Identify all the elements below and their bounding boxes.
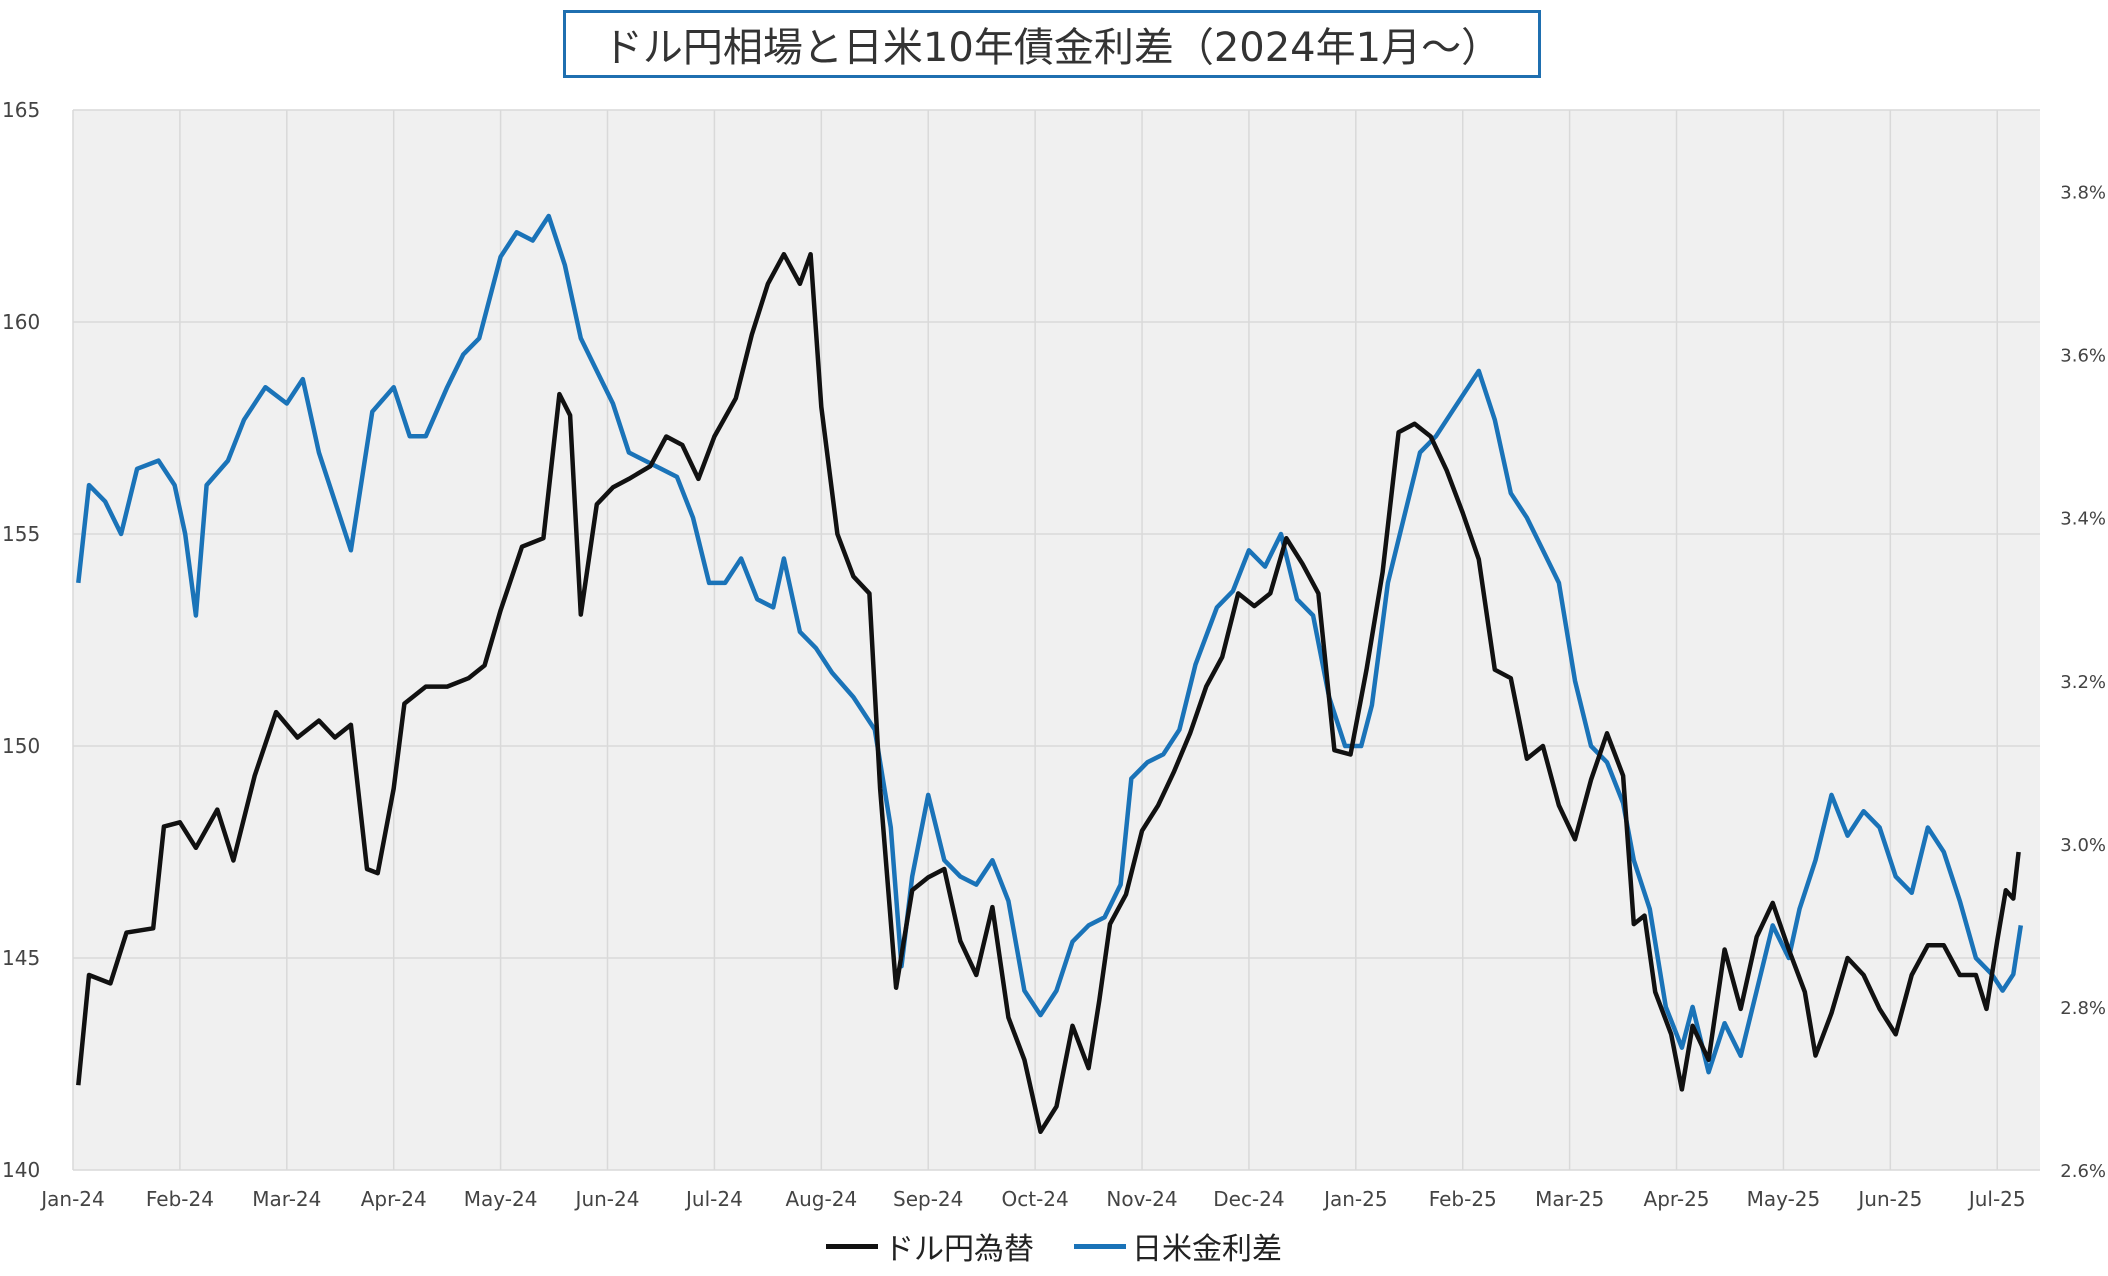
x-tick-label: Mar-24: [252, 1187, 321, 1211]
x-tick-label: Feb-24: [146, 1187, 214, 1211]
x-tick-label: Jul-24: [684, 1187, 743, 1211]
x-tick-label: Jan-24: [39, 1187, 105, 1211]
legend-label-spread: 日米金利差: [1132, 1232, 1282, 1267]
x-tick-label: May-24: [464, 1187, 538, 1211]
y-right-tick-label: 2.6%: [2060, 1161, 2106, 1182]
x-tick-label: Jun-25: [1856, 1187, 1922, 1211]
y-right-tick-label: 3.0%: [2060, 835, 2106, 856]
y-left-tick-label: 140: [2, 1158, 40, 1182]
plot-area: [73, 110, 2040, 1170]
x-tick-label: Sep-24: [893, 1187, 963, 1211]
legend-swatch-usdjpy: [826, 1243, 878, 1249]
x-tick-label: May-25: [1747, 1187, 1821, 1211]
y-right-tick-label: 3.2%: [2060, 672, 2106, 693]
legend-item-usdjpy: ドル円為替: [826, 1224, 1034, 1268]
legend-swatch-spread: [1074, 1243, 1126, 1249]
left-axis-ticks: 140 145 150 155 160 165: [2, 98, 40, 1182]
legend-item-spread: 日米金利差: [1074, 1224, 1282, 1268]
x-tick-label: Oct-24: [1001, 1187, 1068, 1211]
y-left-tick-label: 160: [2, 310, 40, 334]
rate-spread-line: [76, 213, 2024, 1075]
chart-title: ドル円相場と日米10年債金利差（2024年1月～）: [602, 25, 1502, 71]
x-tick-label: Jan-25: [1322, 1187, 1388, 1211]
series-lines: [76, 213, 2024, 1135]
y-left-tick-label: 150: [2, 734, 40, 758]
x-tick-label: Feb-25: [1429, 1187, 1497, 1211]
x-tick-label: Nov-24: [1106, 1187, 1177, 1211]
x-tick-label: Jul-25: [1967, 1187, 2026, 1211]
y-right-tick-label: 2.8%: [2060, 998, 2106, 1019]
chart-title-box: ドル円相場と日米10年債金利差（2024年1月～）: [563, 10, 1541, 78]
x-tick-label: Aug-24: [785, 1187, 857, 1211]
y-right-tick-label: 3.8%: [2060, 183, 2106, 204]
y-left-tick-label: 155: [2, 522, 40, 546]
x-tick-label: Dec-24: [1213, 1187, 1284, 1211]
right-axis-ticks: 2.6% 2.8% 3.0% 3.2% 3.4% 3.6% 3.8%: [2060, 183, 2106, 1182]
gridlines: [72, 109, 2040, 1171]
y-right-tick-label: 3.4%: [2060, 509, 2106, 530]
y-right-tick-label: 3.6%: [2060, 346, 2106, 367]
x-tick-label: Apr-24: [361, 1187, 427, 1211]
x-tick-label: Mar-25: [1535, 1187, 1604, 1211]
legend: ドル円為替 日米金利差: [0, 1224, 2108, 1268]
x-tick-label: Apr-25: [1644, 1187, 1710, 1211]
usdjpy-line: [76, 251, 2021, 1135]
y-left-tick-label: 145: [2, 946, 40, 970]
x-tick-label: Jun-24: [574, 1187, 640, 1211]
x-axis-ticks: Jan-24 Feb-24 Mar-24 Apr-24 May-24 Jun-24 Jul-…: [39, 1187, 2025, 1211]
legend-label-usdjpy: ドル円為替: [884, 1232, 1034, 1267]
y-left-tick-label: 165: [2, 98, 40, 122]
